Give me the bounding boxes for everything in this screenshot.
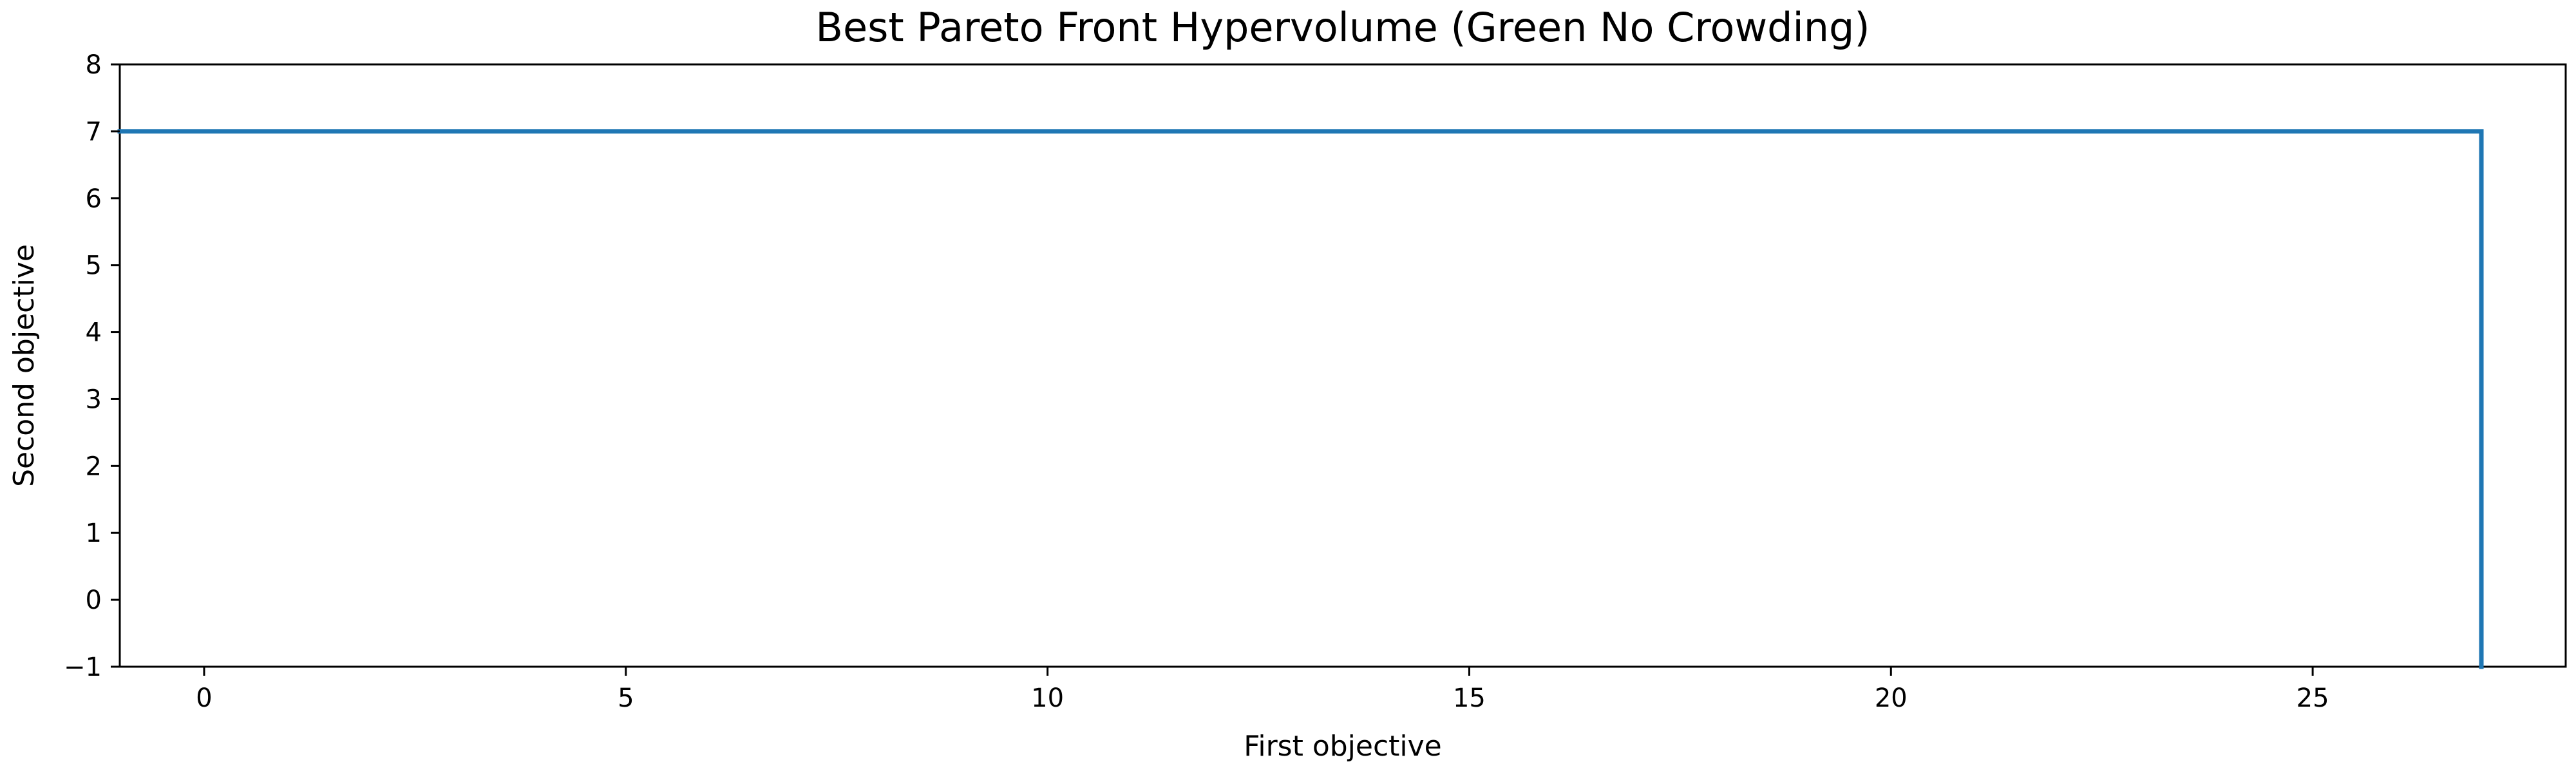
x-tick-label: 10 bbox=[1031, 683, 1064, 713]
y-tick-label: −1 bbox=[64, 653, 102, 682]
series-line-0 bbox=[117, 129, 2484, 669]
x-tick-label: 20 bbox=[1875, 683, 1908, 713]
y-tick-label: 0 bbox=[86, 586, 102, 615]
plot-frame bbox=[118, 63, 2567, 668]
x-tick-label: 0 bbox=[196, 683, 212, 713]
x-axis-label: First objective bbox=[1244, 730, 1442, 763]
x-tick-label: 5 bbox=[618, 683, 634, 713]
y-tick-label: 6 bbox=[86, 184, 102, 214]
y-tick-layer: −1 0 1 2 3 4 5 6 7 8 bbox=[64, 50, 120, 682]
x-tick-layer: 0 5 10 15 20 25 bbox=[196, 667, 2329, 713]
y-tick-label: 7 bbox=[86, 117, 102, 147]
y-tick-label: 5 bbox=[86, 251, 102, 281]
x-tick-label: 15 bbox=[1453, 683, 1486, 713]
chart-title: Best Pareto Front Hypervolume (Green No … bbox=[815, 4, 1870, 51]
y-tick-label: 8 bbox=[86, 50, 102, 80]
y-tick-label: 4 bbox=[86, 318, 102, 348]
series-layer bbox=[117, 129, 2484, 669]
x-tick-label: 25 bbox=[2297, 683, 2329, 713]
y-tick-label: 1 bbox=[86, 519, 102, 548]
y-axis-label: Second objective bbox=[8, 244, 41, 487]
y-tick-label: 3 bbox=[86, 385, 102, 414]
y-tick-label: 2 bbox=[86, 452, 102, 481]
